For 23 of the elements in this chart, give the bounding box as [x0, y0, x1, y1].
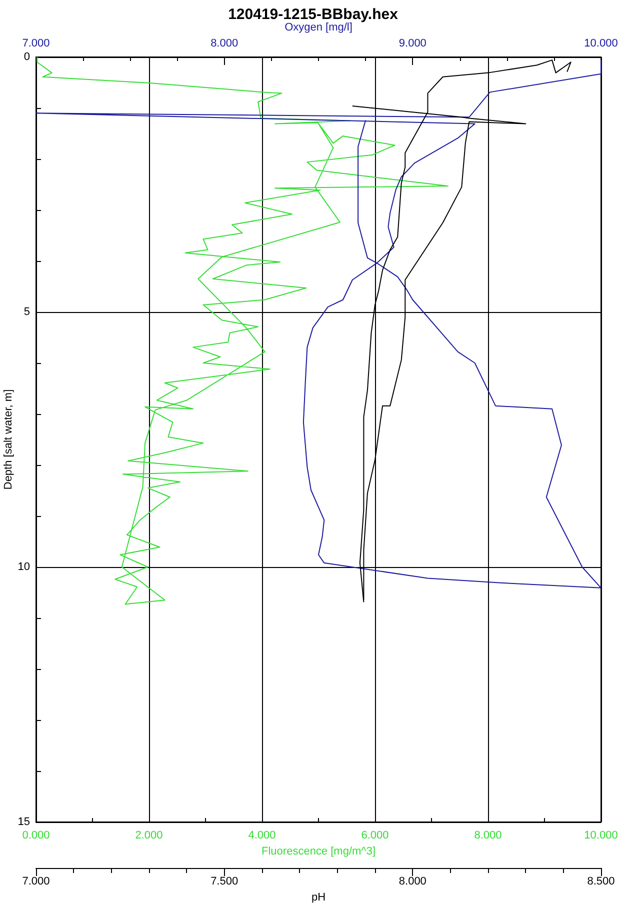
x-tick-label: 8.000 — [474, 830, 502, 842]
x-axis-title: Fluorescence [mg/m^3] — [262, 845, 376, 858]
x-tick-label: 4.000 — [248, 830, 276, 842]
y-tick-label: 15 — [18, 816, 30, 828]
x-tick-label: 10.000 — [584, 830, 618, 842]
x2-tick-label: 7.000 — [22, 38, 50, 50]
x-tick-label: 6.000 — [361, 830, 389, 842]
y-tick-label: 0 — [24, 51, 30, 63]
x-axis-title: pH — [311, 891, 326, 904]
y-tick-label: 10 — [18, 561, 30, 573]
y-tick-label: 5 — [24, 306, 30, 318]
x2-axis-title: Oxygen [mg/l] — [284, 22, 352, 34]
x-tick-label: 7.000 — [22, 876, 50, 888]
x-tick-label: 8.000 — [398, 876, 426, 888]
x-tick-label: 0.000 — [22, 830, 50, 842]
x-tick-label: 8.500 — [587, 876, 615, 888]
y-axis-title: Depth [salt water, m] — [2, 389, 14, 490]
x-tick-label: 2.000 — [135, 830, 163, 842]
x2-tick-label: 8.000 — [210, 38, 238, 50]
x-tick-label: 7.500 — [210, 876, 238, 888]
x2-tick-label: 10.000 — [584, 38, 618, 50]
chart-title: 120419-1215-BBbay.hex — [228, 6, 399, 23]
x2-tick-label: 9.000 — [398, 38, 426, 50]
